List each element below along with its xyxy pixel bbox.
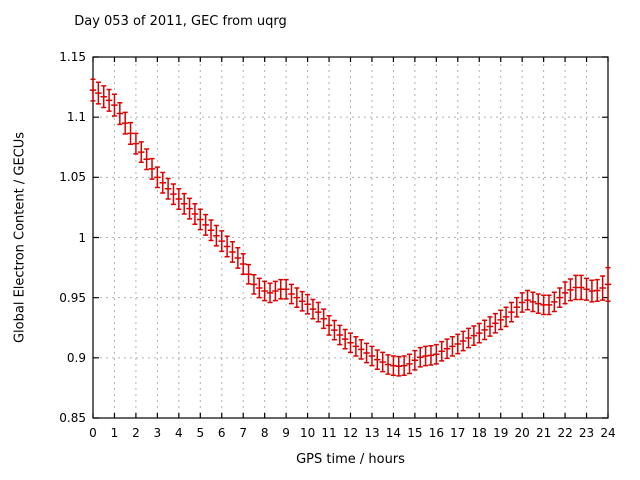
x-tick-label: 3 [153, 426, 162, 440]
x-tick-label: 21 [535, 426, 552, 440]
grid-lines [92, 56, 609, 419]
x-tick-label: 17 [450, 426, 466, 440]
x-tick-label: 2 [132, 426, 140, 440]
x-tick-label: 19 [493, 426, 509, 440]
y-tick-label: 1.05 [59, 170, 86, 185]
x-tick-label: 7 [239, 426, 248, 440]
plot-border [92, 56, 609, 419]
x-tick-label: 24 [600, 426, 616, 440]
x-tick-label: 10 [299, 426, 316, 440]
x-tick-label: 13 [364, 426, 380, 440]
axis-ticks [92, 56, 609, 419]
x-tick-label: 6 [217, 426, 226, 440]
x-tick-label: 11 [321, 426, 337, 440]
y-tick-label: 1.15 [59, 50, 86, 64]
chart-title-text: Day 053 of 2011, GEC from uqrg [74, 14, 287, 29]
x-tick-label: 22 [557, 426, 573, 440]
x-tick-label: 12 [342, 426, 359, 440]
x-tick-label: 23 [578, 426, 595, 440]
x-tick-label: 5 [196, 426, 205, 440]
error-bars-series [89, 78, 612, 377]
y-tick-label: 0.85 [59, 411, 86, 425]
y-tick-label: 0.9 [66, 350, 86, 365]
x-tick-label: 16 [428, 426, 444, 440]
x-tick-label: 18 [471, 426, 487, 440]
x-tick-label: 20 [514, 426, 530, 440]
x-tick-label: 0 [89, 426, 97, 440]
x-axis-label: GPS time / hours [296, 452, 405, 467]
y-tick-label: 1 [78, 230, 86, 245]
x-tick-label: 1 [110, 426, 119, 440]
x-tick-label: 4 [175, 426, 183, 440]
x-tick-label: 9 [282, 426, 290, 440]
x-tick-label: 14 [385, 426, 402, 440]
x-tick-label: 15 [407, 426, 423, 440]
x-tick-label: 8 [260, 426, 269, 440]
y-tick-label: 1.1 [66, 110, 86, 125]
y-tick-label: 0.95 [59, 290, 86, 305]
